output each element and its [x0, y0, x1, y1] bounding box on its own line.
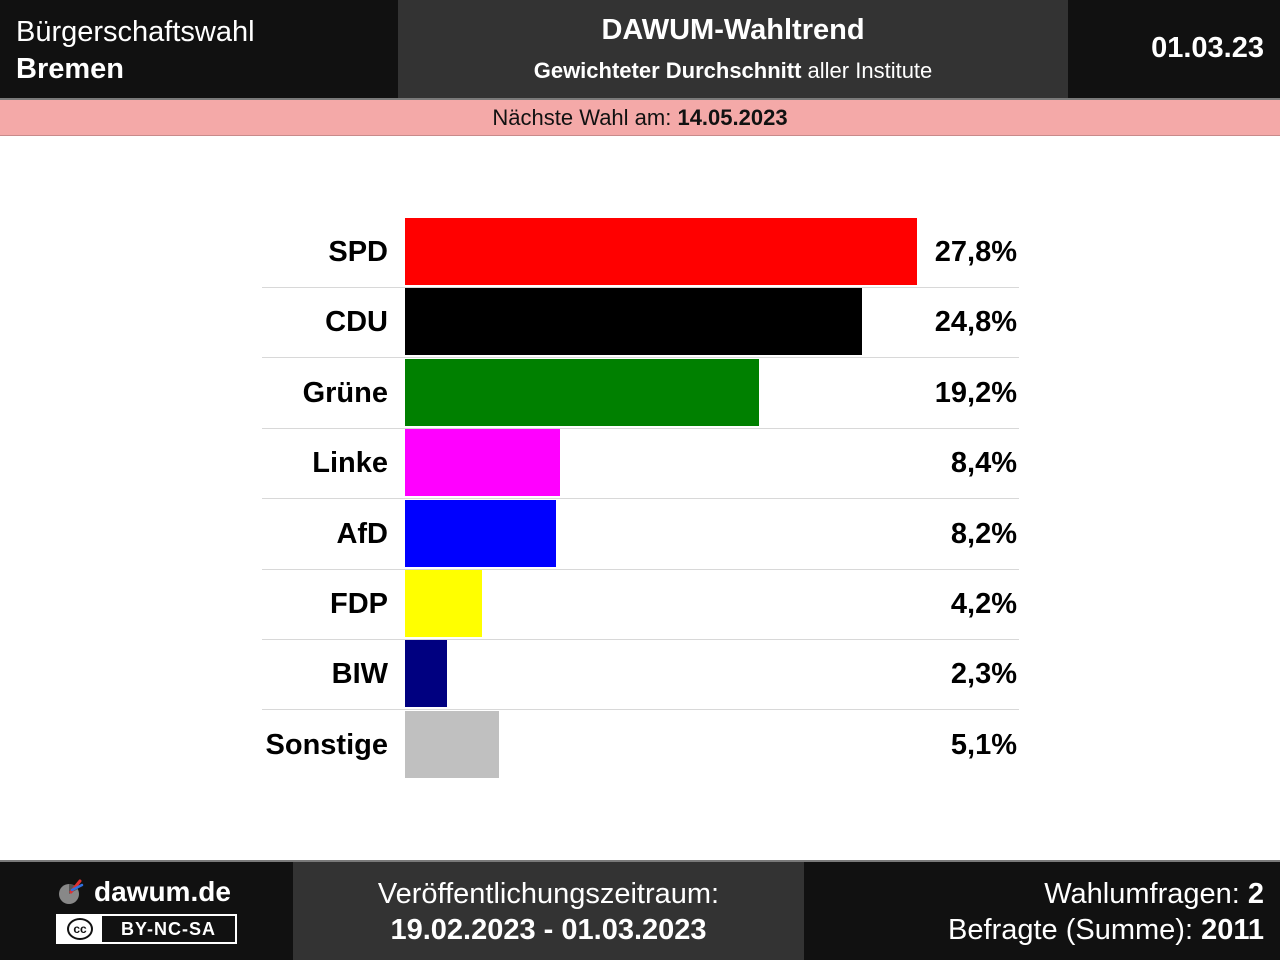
footer-period-box: Veröffentlichungszeitraum: 19.02.2023 - …: [293, 862, 804, 960]
chart-row: SPD 27,8%: [262, 217, 1019, 288]
license-badge[interactable]: cc BY-NC-SA: [56, 914, 237, 944]
period-value: 19.02.2023 - 01.03.2023: [390, 914, 707, 946]
polls-count: 2: [1247, 878, 1264, 910]
bar-biw: [405, 640, 448, 708]
value-label: 8,2%: [950, 517, 1017, 550]
chart-row: AfD 8,2%: [262, 499, 1019, 570]
brand-name: dawum.de: [94, 876, 231, 907]
brand[interactable]: dawum.de: [56, 876, 231, 908]
respondents-count: 2011: [1201, 914, 1264, 946]
value-label: 5,1%: [950, 728, 1017, 761]
polls-label: Wahlumfragen:: [1044, 878, 1248, 910]
party-label: SPD: [328, 236, 388, 268]
chart-row: Sonstige 5,1%: [262, 710, 1019, 780]
party-label: Grüne: [302, 376, 388, 409]
value-label: 2,3%: [950, 658, 1017, 691]
bar-afd: [405, 499, 557, 567]
value-label: 27,8%: [934, 236, 1017, 268]
footer-brand-box: dawum.de cc BY-NC-SA: [0, 862, 293, 960]
license-text: BY-NC-SA: [120, 918, 216, 939]
bar-sonstige: [405, 710, 499, 778]
row-separator: [262, 568, 1019, 570]
header-date: 01.03.23: [1151, 32, 1264, 64]
header-divider: [0, 98, 1280, 100]
value-label: 24,8%: [934, 306, 1017, 339]
page-subtitle: Gewichteter Durchschnitt aller Institute: [398, 58, 1068, 84]
party-label: BIW: [331, 658, 388, 691]
region-name: Bremen: [16, 53, 124, 85]
row-separator: [262, 639, 1019, 640]
next-election-label: Nächste Wahl am:: [492, 105, 678, 130]
chart-row: Linke 8,4%: [262, 428, 1019, 500]
next-election-date: 14.05.2023: [677, 105, 788, 130]
polls-count-line: Wahlumfragen: 2: [1044, 878, 1264, 911]
row-separator: [262, 427, 1019, 429]
party-label: Sonstige: [265, 728, 388, 761]
value-label: 4,2%: [950, 588, 1017, 620]
header-title-box: DAWUM-Wahltrend Gewichteter Durchschnitt…: [398, 0, 1068, 98]
subtitle-bold: Gewichteter Durchschnitt: [533, 58, 802, 83]
next-election-banner: Nächste Wahl am: 14.05.2023: [0, 100, 1280, 136]
election-type: Bürgerschaftswahl: [16, 16, 255, 48]
header: Bürgerschaftswahl Bremen DAWUM-Wahltrend…: [0, 0, 1280, 98]
party-label: FDP: [330, 588, 388, 620]
chart-row: BIW 2,3%: [262, 639, 1019, 711]
value-label: 19,2%: [934, 376, 1017, 409]
chart-row: Grüne 19,2%: [262, 358, 1019, 429]
header-election-box: Bürgerschaftswahl Bremen: [0, 0, 398, 98]
bar-cdu: [405, 288, 862, 356]
row-separator: [262, 357, 1019, 359]
dawum-logo-icon: [56, 877, 86, 907]
subtitle-rest: aller Institute: [801, 58, 933, 83]
bar-fdp: [405, 570, 483, 637]
party-label: CDU: [325, 306, 388, 339]
respondents-line: Befragte (Summe): 2011: [948, 914, 1264, 947]
party-label: Linke: [312, 447, 388, 480]
respondents-label: Befragte (Summe):: [948, 914, 1202, 946]
chart-row: FDP 4,2%: [262, 569, 1019, 640]
header-date-box: 01.03.23: [1068, 0, 1280, 98]
chart-row: CDU 24,8%: [262, 287, 1019, 359]
row-separator: [262, 709, 1019, 711]
period-label: Veröffentlichungszeitraum:: [377, 878, 720, 910]
bar-grüne: [405, 358, 759, 426]
value-label: 8,4%: [950, 447, 1017, 480]
row-separator: [262, 498, 1019, 500]
creative-commons-icon: cc: [58, 916, 102, 942]
row-separator: [262, 287, 1019, 288]
footer-stats-box: Wahlumfragen: 2 Befragte (Summe): 2011: [804, 862, 1280, 960]
bar-linke: [405, 429, 560, 497]
cc-badge-text: cc: [67, 918, 93, 940]
footer-divider: [0, 860, 1280, 862]
party-label: AfD: [336, 517, 388, 550]
page-title: DAWUM-Wahltrend: [601, 14, 865, 46]
bar-spd: [405, 218, 917, 285]
